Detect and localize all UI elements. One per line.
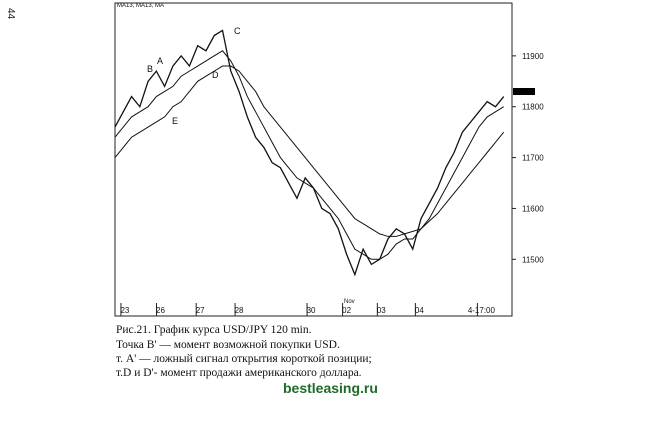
caption-line: т. А' — ложный сигнал открытия короткой …: [116, 353, 372, 365]
annotation: A: [157, 56, 163, 66]
plot-frame: [114, 2, 513, 317]
y-tick-label: 11800: [522, 103, 544, 112]
x-tick-label: 4-17:00: [468, 306, 496, 315]
annotation: E: [172, 116, 178, 126]
caption-line: Рис.21. График курса USD/JPY 120 min.: [116, 324, 312, 336]
x-tick-label: 27: [196, 306, 205, 315]
y-tick-label: 11600: [522, 204, 544, 213]
annotation: D: [212, 70, 219, 80]
y-tick-label: 11500: [522, 255, 544, 264]
x-tick-label: 26: [156, 306, 165, 315]
x-tick-label: 23: [120, 306, 129, 315]
caption-line: т.D и D'- момент продажи американского д…: [116, 367, 362, 379]
price-marker: [513, 88, 535, 95]
x-tick-label: 03: [377, 306, 386, 315]
caption-line: Точка В' — момент возможной покупки USD.: [116, 339, 340, 351]
watermark: bestleasing.ru: [283, 380, 378, 396]
x-tick-label: 02: [342, 306, 351, 315]
series-line: [114, 50, 504, 260]
page-number: 44: [5, 8, 16, 20]
y-tick-label: 11900: [522, 52, 544, 61]
annotation: B: [147, 64, 153, 74]
annotation: C: [234, 26, 241, 36]
chart-header: MA13, MA13, MA: [117, 3, 164, 9]
series-line: [114, 29, 505, 277]
x-tick-label: 30: [307, 306, 316, 315]
y-tick-label: 11700: [522, 154, 544, 163]
series-line: [114, 65, 505, 237]
x-annotation: Nov: [344, 299, 355, 305]
x-tick-label: 04: [415, 306, 424, 315]
x-tick-label: 28: [235, 306, 244, 315]
